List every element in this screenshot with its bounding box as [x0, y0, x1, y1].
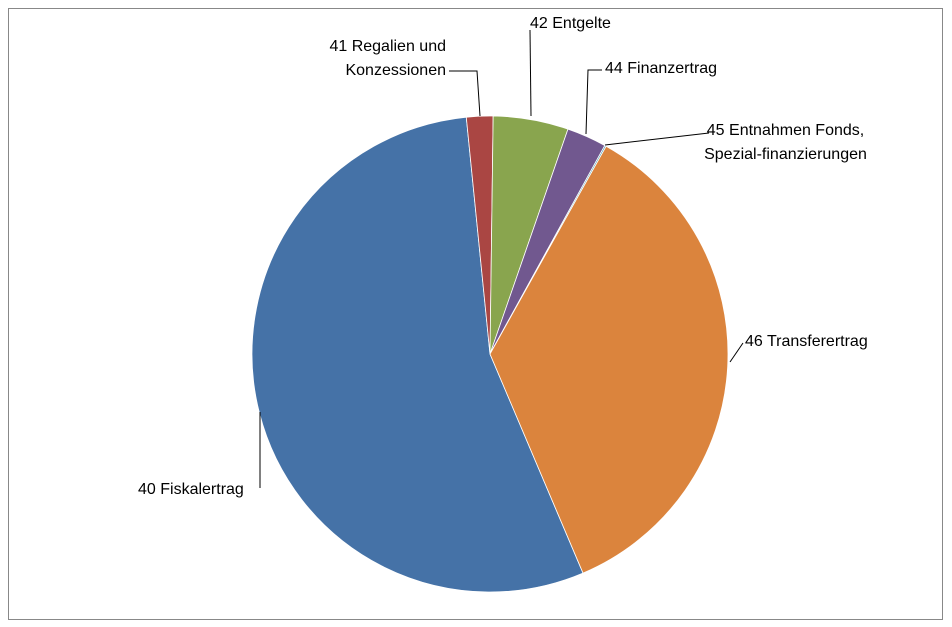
slice-label: 40 Fiskalertrag [138, 481, 244, 498]
leader-line [729, 342, 744, 363]
slice-label: 41 Regalien und Konzessionen [329, 38, 446, 79]
slice-label: 46 Transferertrag [745, 333, 868, 350]
pie-slice [489, 145, 729, 574]
leader-line [449, 70, 481, 117]
leader-line [585, 69, 602, 135]
leader-lines [259, 29, 744, 488]
pie-slice [251, 116, 584, 593]
slice-label: 42 Entgelte [530, 15, 611, 32]
slice-label: 45 Entnahmen Fonds, Spezial-finanzierung… [704, 122, 867, 163]
slice-label: 44 Finanzertrag [605, 60, 718, 77]
leader-line [604, 132, 710, 146]
leader-line [529, 29, 532, 117]
